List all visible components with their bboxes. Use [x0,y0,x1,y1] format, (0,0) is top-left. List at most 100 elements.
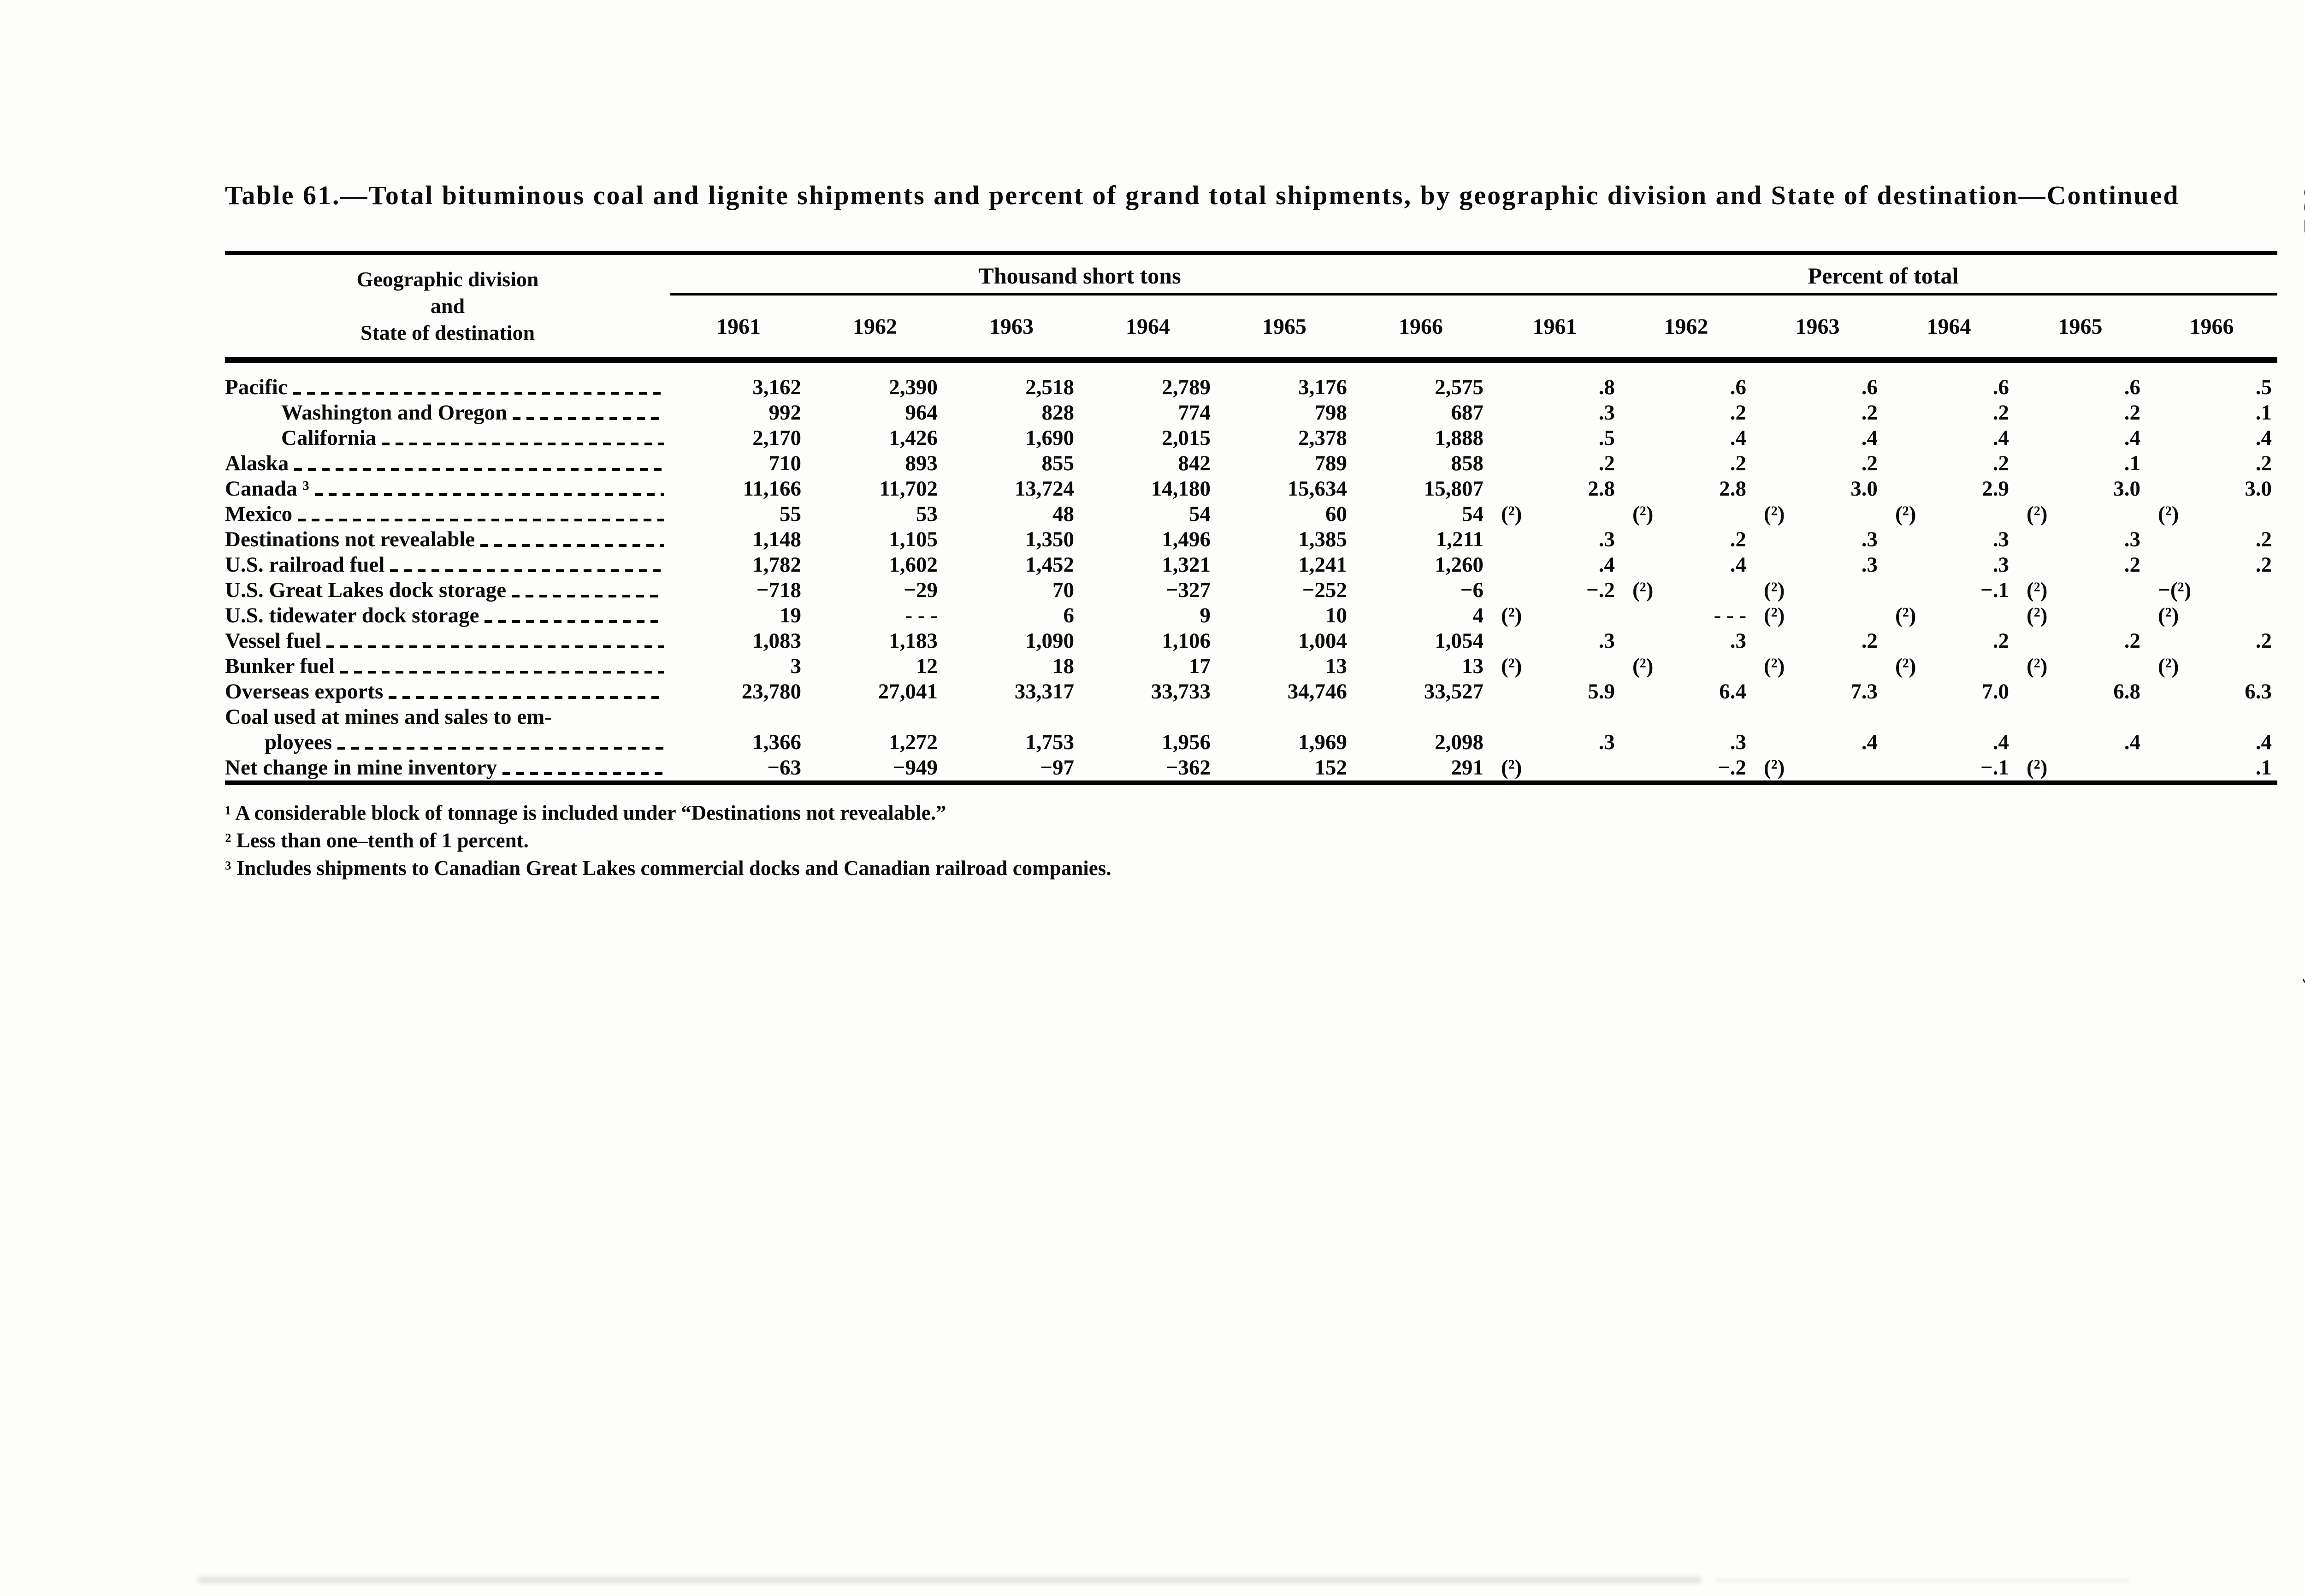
cell-tons-1966: 687 [1451,401,1484,425]
dash-leader [337,747,664,750]
row-label: U.S. railroad fuel [225,552,670,578]
cell-tons-1963: −97 [1040,756,1074,780]
cell-tons-1964: −362 [1165,756,1211,780]
cell-tons-1965: 1,969 [1298,730,1347,754]
cell-tons-1961: 55 [780,502,801,526]
row-label: California [225,426,670,451]
cell-pct-1963: 7.3 [1850,680,1878,703]
cell-tons-1966: 4 [1472,603,1484,627]
row-label-line: ployees [225,730,670,755]
cell-tons-1961: 19 [780,603,801,627]
cell-pct-1966: .2 [2255,527,2272,551]
table-row: Overseas exports 23,780 27,041 33,317 33,733… [225,679,2277,704]
dash-leader [502,772,664,775]
table-body: Pacific 3,162 2,390 2,518 2,789 3,176 2,575 .8.… [225,360,2277,783]
stub-header-line: and [430,294,465,318]
cell-pct-1966: .5 [2255,375,2272,399]
stub-header-line: Geographic division [356,267,539,291]
cell-pct-1961: (²) [1501,603,1522,627]
cell-tons-1961: 710 [768,451,802,475]
cell-tons-1962: 1,272 [889,730,938,754]
cell-pct-1963: .6 [1861,375,1878,399]
row-label-text: Destinations not revealable [225,527,475,551]
cell-pct-1961: (²) [1501,654,1522,678]
cell-tons-1961: 1,083 [752,629,801,653]
cell-tons-1964: 17 [1189,654,1211,678]
cell-tons-1963: 1,753 [1025,730,1074,754]
table-row: Washington and Oregon 992 964 828 774 798 687.… [225,400,2277,426]
cell-pct-1961: .3 [1598,527,1615,551]
dash-leader [382,443,664,445]
cell-pct-1961: .2 [1598,451,1615,475]
cell-pct-1964: 7.0 [1982,680,2009,703]
table-header: Geographic division and State of destina… [225,253,2278,363]
row-label-line: Coal used at mines and sales to em- [225,704,670,730]
year-header: 1966 [2146,294,2278,363]
cell-pct-1961: 2.8 [1588,477,1615,501]
row-label-text: Mexico [225,502,293,526]
year-header: 1966 [1353,294,1489,363]
cell-tons-1961: 23,780 [741,680,801,703]
cell-pct-1962: .2 [1730,451,1747,475]
cell-pct-1961: .3 [1598,629,1615,653]
row-label-text: Net change in mine inventory [225,756,497,780]
dash-leader [513,417,664,420]
dash-leader [389,696,664,699]
cell-tons-1964: 33,733 [1151,680,1211,703]
cell-pct-1966: .1 [2255,401,2272,425]
row-label-line: Canada ³ [225,476,670,502]
cell-tons-1966: 1,888 [1435,426,1484,450]
scan-smudge [1715,1578,2130,1582]
cell-pct-1966: .2 [2255,629,2272,653]
row-label-line: Alaska [225,451,670,476]
cell-pct-1964: −.1 [1980,578,2009,602]
cell-tons-1962: 12 [916,654,938,678]
cell-tons-1965: 34,746 [1287,680,1347,703]
cell-pct-1961: (²) [1501,756,1522,780]
year-header: 1964 [1080,294,1216,363]
cell-tons-1965: 3,176 [1298,375,1347,399]
cell-pct-1966: .2 [2255,553,2272,577]
row-label: Coal used at mines and sales to em-ploye… [225,704,670,755]
cell-tons-1966: 15,807 [1424,477,1484,501]
cell-pct-1966: .4 [2255,730,2272,754]
row-label-text: Bunker fuel [225,654,335,678]
row-label-text: Canada ³ [225,477,309,501]
cell-tons-1966: 2,575 [1435,375,1484,399]
dash-leader [326,645,664,648]
cell-pct-1965: (²) [2027,502,2048,526]
cell-pct-1963: (²) [1764,578,1785,602]
table-row: Pacific 3,162 2,390 2,518 2,789 3,176 2,575 .8.… [225,360,2277,400]
table-row: Vessel fuel 1,083 1,183 1,090 1,106 1,004 1,05… [225,628,2277,654]
cell-pct-1964: .4 [1992,730,2009,754]
year-header: 1965 [1216,294,1353,363]
cell-pct-1963: .2 [1861,451,1878,475]
cell-tons-1966: 33,527 [1424,680,1484,703]
cell-tons-1966: 1,260 [1435,553,1484,577]
cell-pct-1965: .4 [2124,730,2141,754]
cell-pct-1963: .2 [1861,401,1878,425]
row-label-line: Overseas exports [225,679,670,704]
cell-pct-1964: (²) [1895,654,1916,678]
row-label-text: California [281,426,377,450]
row-label: Destinations not revealable [225,527,670,552]
row-label: Alaska [225,451,670,476]
cell-pct-1962: (²) [1632,502,1654,526]
cell-pct-1966: .2 [2255,451,2272,475]
cell-tons-1961: 1,782 [752,553,801,577]
cell-pct-1965: (²) [2027,603,2048,627]
cell-tons-1962: 1,105 [889,527,938,551]
cell-pct-1962: .2 [1730,527,1747,551]
cell-pct-1961: (²) [1501,502,1522,526]
cell-tons-1963: 13,724 [1014,477,1074,501]
cell-tons-1963: 1,690 [1025,426,1074,450]
table-title: Table 61.—Total bituminous coal and lign… [225,180,2180,210]
cell-pct-1966: (²) [2158,502,2179,526]
cell-tons-1961: 1,366 [752,730,801,754]
cell-pct-1963: (²) [1764,654,1785,678]
cell-tons-1964: 2,789 [1162,375,1211,399]
row-label-line: U.S. Great Lakes dock storage [225,578,670,603]
cell-pct-1966: 3.0 [2245,477,2272,501]
cell-tons-1962: 893 [905,451,938,475]
dash-leader [390,569,664,572]
